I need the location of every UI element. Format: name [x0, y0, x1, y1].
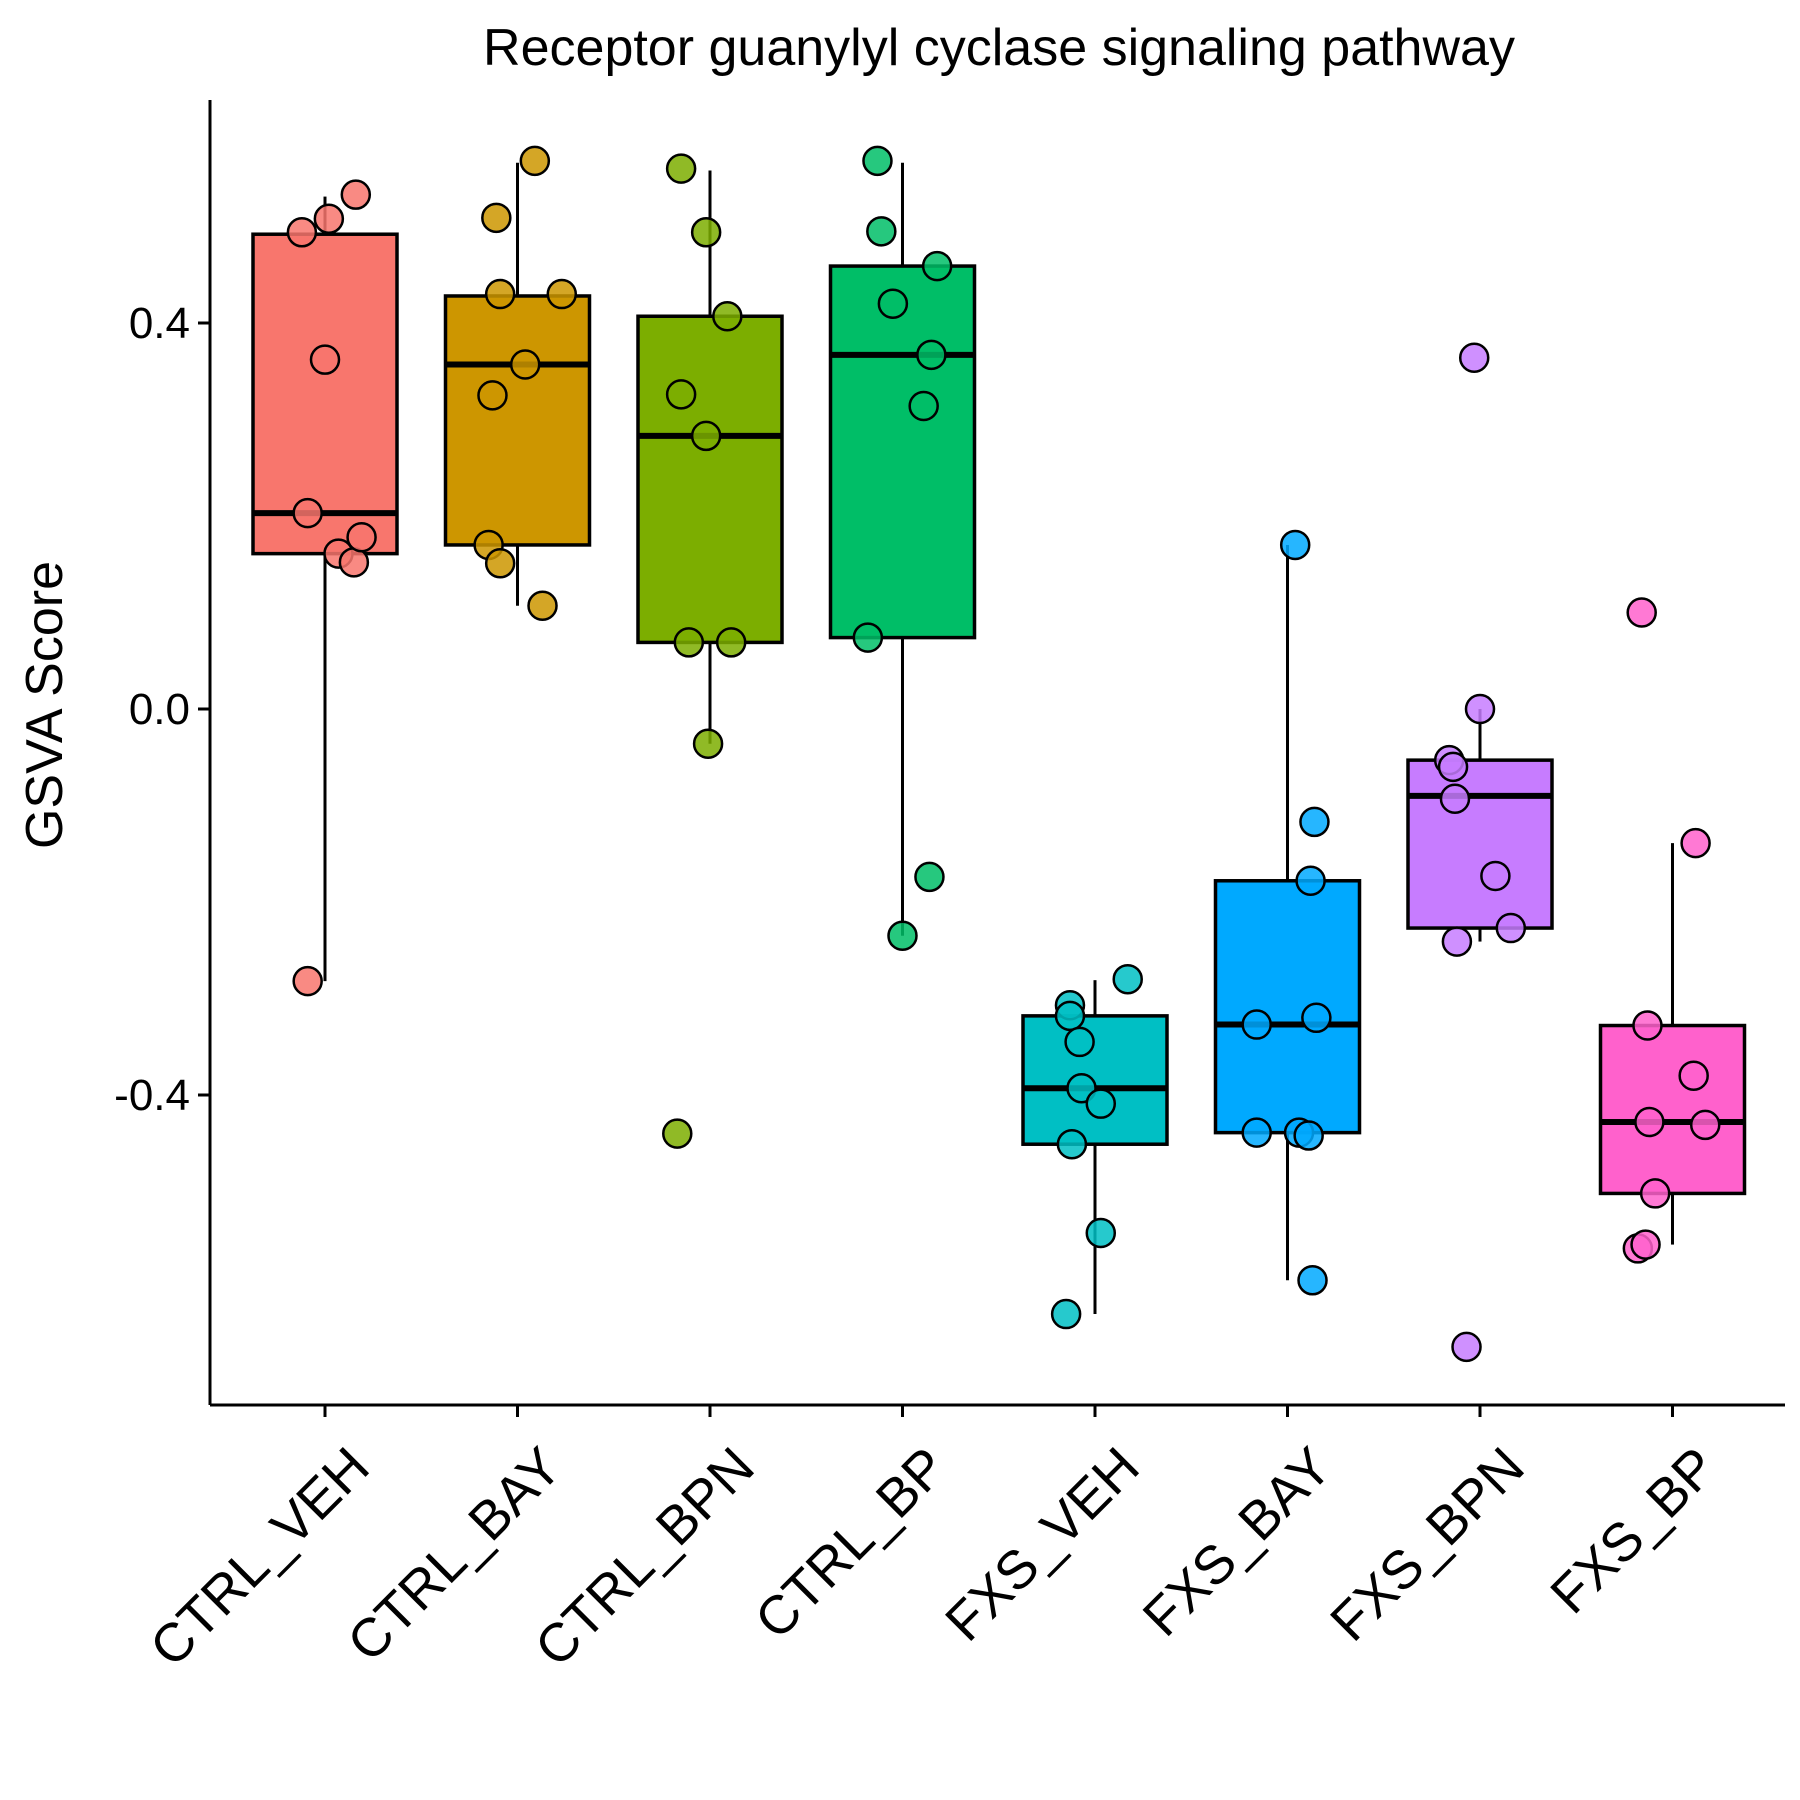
data-point: [1295, 865, 1326, 897]
data-point: [1458, 342, 1490, 373]
data-point: [519, 145, 551, 177]
data-point: [1464, 693, 1496, 725]
y-tick-label: -0.4: [114, 1071, 190, 1120]
data-point: [1085, 1088, 1117, 1119]
data-point: [916, 339, 947, 371]
data-point: [690, 217, 722, 248]
data-point: [665, 153, 697, 184]
data-point: [484, 278, 516, 310]
data-point: [1626, 597, 1657, 628]
data-point: [509, 349, 541, 380]
data-point: [712, 300, 743, 332]
plot-area: -0.40.00.4CTRL_VEHCTRL_BAYCTRL_BPNCTRL_B…: [114, 100, 1785, 1678]
data-point: [1451, 1331, 1482, 1363]
box: [1406, 758, 1554, 930]
data-point: [1293, 1120, 1324, 1151]
data-point: [1085, 1217, 1117, 1249]
data-point: [1241, 1009, 1272, 1040]
data-point: [1056, 1128, 1088, 1160]
data-point: [877, 288, 909, 319]
data-point: [1634, 1106, 1665, 1138]
chart-title: Receptor guanylyl cyclase signaling path…: [483, 19, 1515, 77]
data-point: [866, 216, 897, 247]
data-point: [692, 728, 724, 759]
data-point: [690, 420, 722, 452]
box: [1598, 1023, 1747, 1196]
data-point: [862, 145, 893, 177]
data-point: [292, 497, 323, 529]
data-point: [1437, 751, 1469, 783]
box: [1021, 1014, 1169, 1146]
y-tick-label: 0.4: [129, 299, 190, 348]
data-point: [914, 861, 945, 893]
data-point: [1639, 1178, 1671, 1209]
data-point: [665, 379, 697, 410]
data-point: [852, 622, 884, 653]
y-axis-label: GSVA Score: [16, 561, 74, 849]
data-point: [292, 965, 323, 997]
data-point: [673, 627, 705, 658]
data-point: [1480, 860, 1511, 892]
box: [443, 294, 592, 547]
x-tick-label: FXS_BAY: [1132, 1436, 1344, 1648]
data-point: [1297, 1265, 1328, 1296]
data-point: [340, 179, 372, 210]
data-point: [1439, 783, 1471, 814]
data-point: [286, 217, 318, 248]
x-tick-label: FXS_BPN: [1319, 1436, 1535, 1652]
data-point: [527, 590, 558, 621]
data-point: [921, 250, 953, 282]
data-point: [1241, 1117, 1272, 1148]
y-tick-label: 0.0: [129, 685, 190, 734]
data-point: [546, 278, 578, 310]
data-point: [346, 521, 377, 553]
data-point: [1279, 529, 1311, 561]
data-point: [484, 548, 516, 579]
data-point: [1632, 1010, 1663, 1041]
box: [1213, 879, 1362, 1135]
data-point: [715, 627, 747, 658]
data-point: [313, 203, 345, 235]
data-point: [481, 202, 512, 234]
data-point: [1064, 1026, 1095, 1058]
data-point: [1678, 1060, 1709, 1091]
data-point: [309, 344, 341, 375]
data-point: [662, 1118, 693, 1149]
data-point: [1054, 1000, 1086, 1032]
data-point: [1050, 1298, 1082, 1330]
box: [828, 264, 977, 640]
data-point: [887, 920, 918, 952]
box: [636, 314, 784, 645]
data-point: [1495, 912, 1527, 944]
box: [251, 232, 399, 556]
x-tick-label: FXS_VEH: [934, 1436, 1150, 1652]
data-point: [908, 390, 939, 422]
data-point: [477, 380, 508, 411]
x-tick-label: FXS_BP: [1539, 1436, 1728, 1625]
data-point: [1630, 1229, 1661, 1260]
x-tick-label: CTRL_VEH: [139, 1436, 381, 1678]
data-point: [1299, 806, 1330, 838]
data-point: [1301, 1002, 1332, 1034]
data-point: [338, 547, 370, 578]
data-point: [1112, 963, 1143, 995]
data-point: [1441, 926, 1473, 957]
data-point: [1689, 1109, 1721, 1141]
x-tick-label: CTRL_BP: [744, 1436, 958, 1650]
data-point: [1680, 827, 1711, 859]
